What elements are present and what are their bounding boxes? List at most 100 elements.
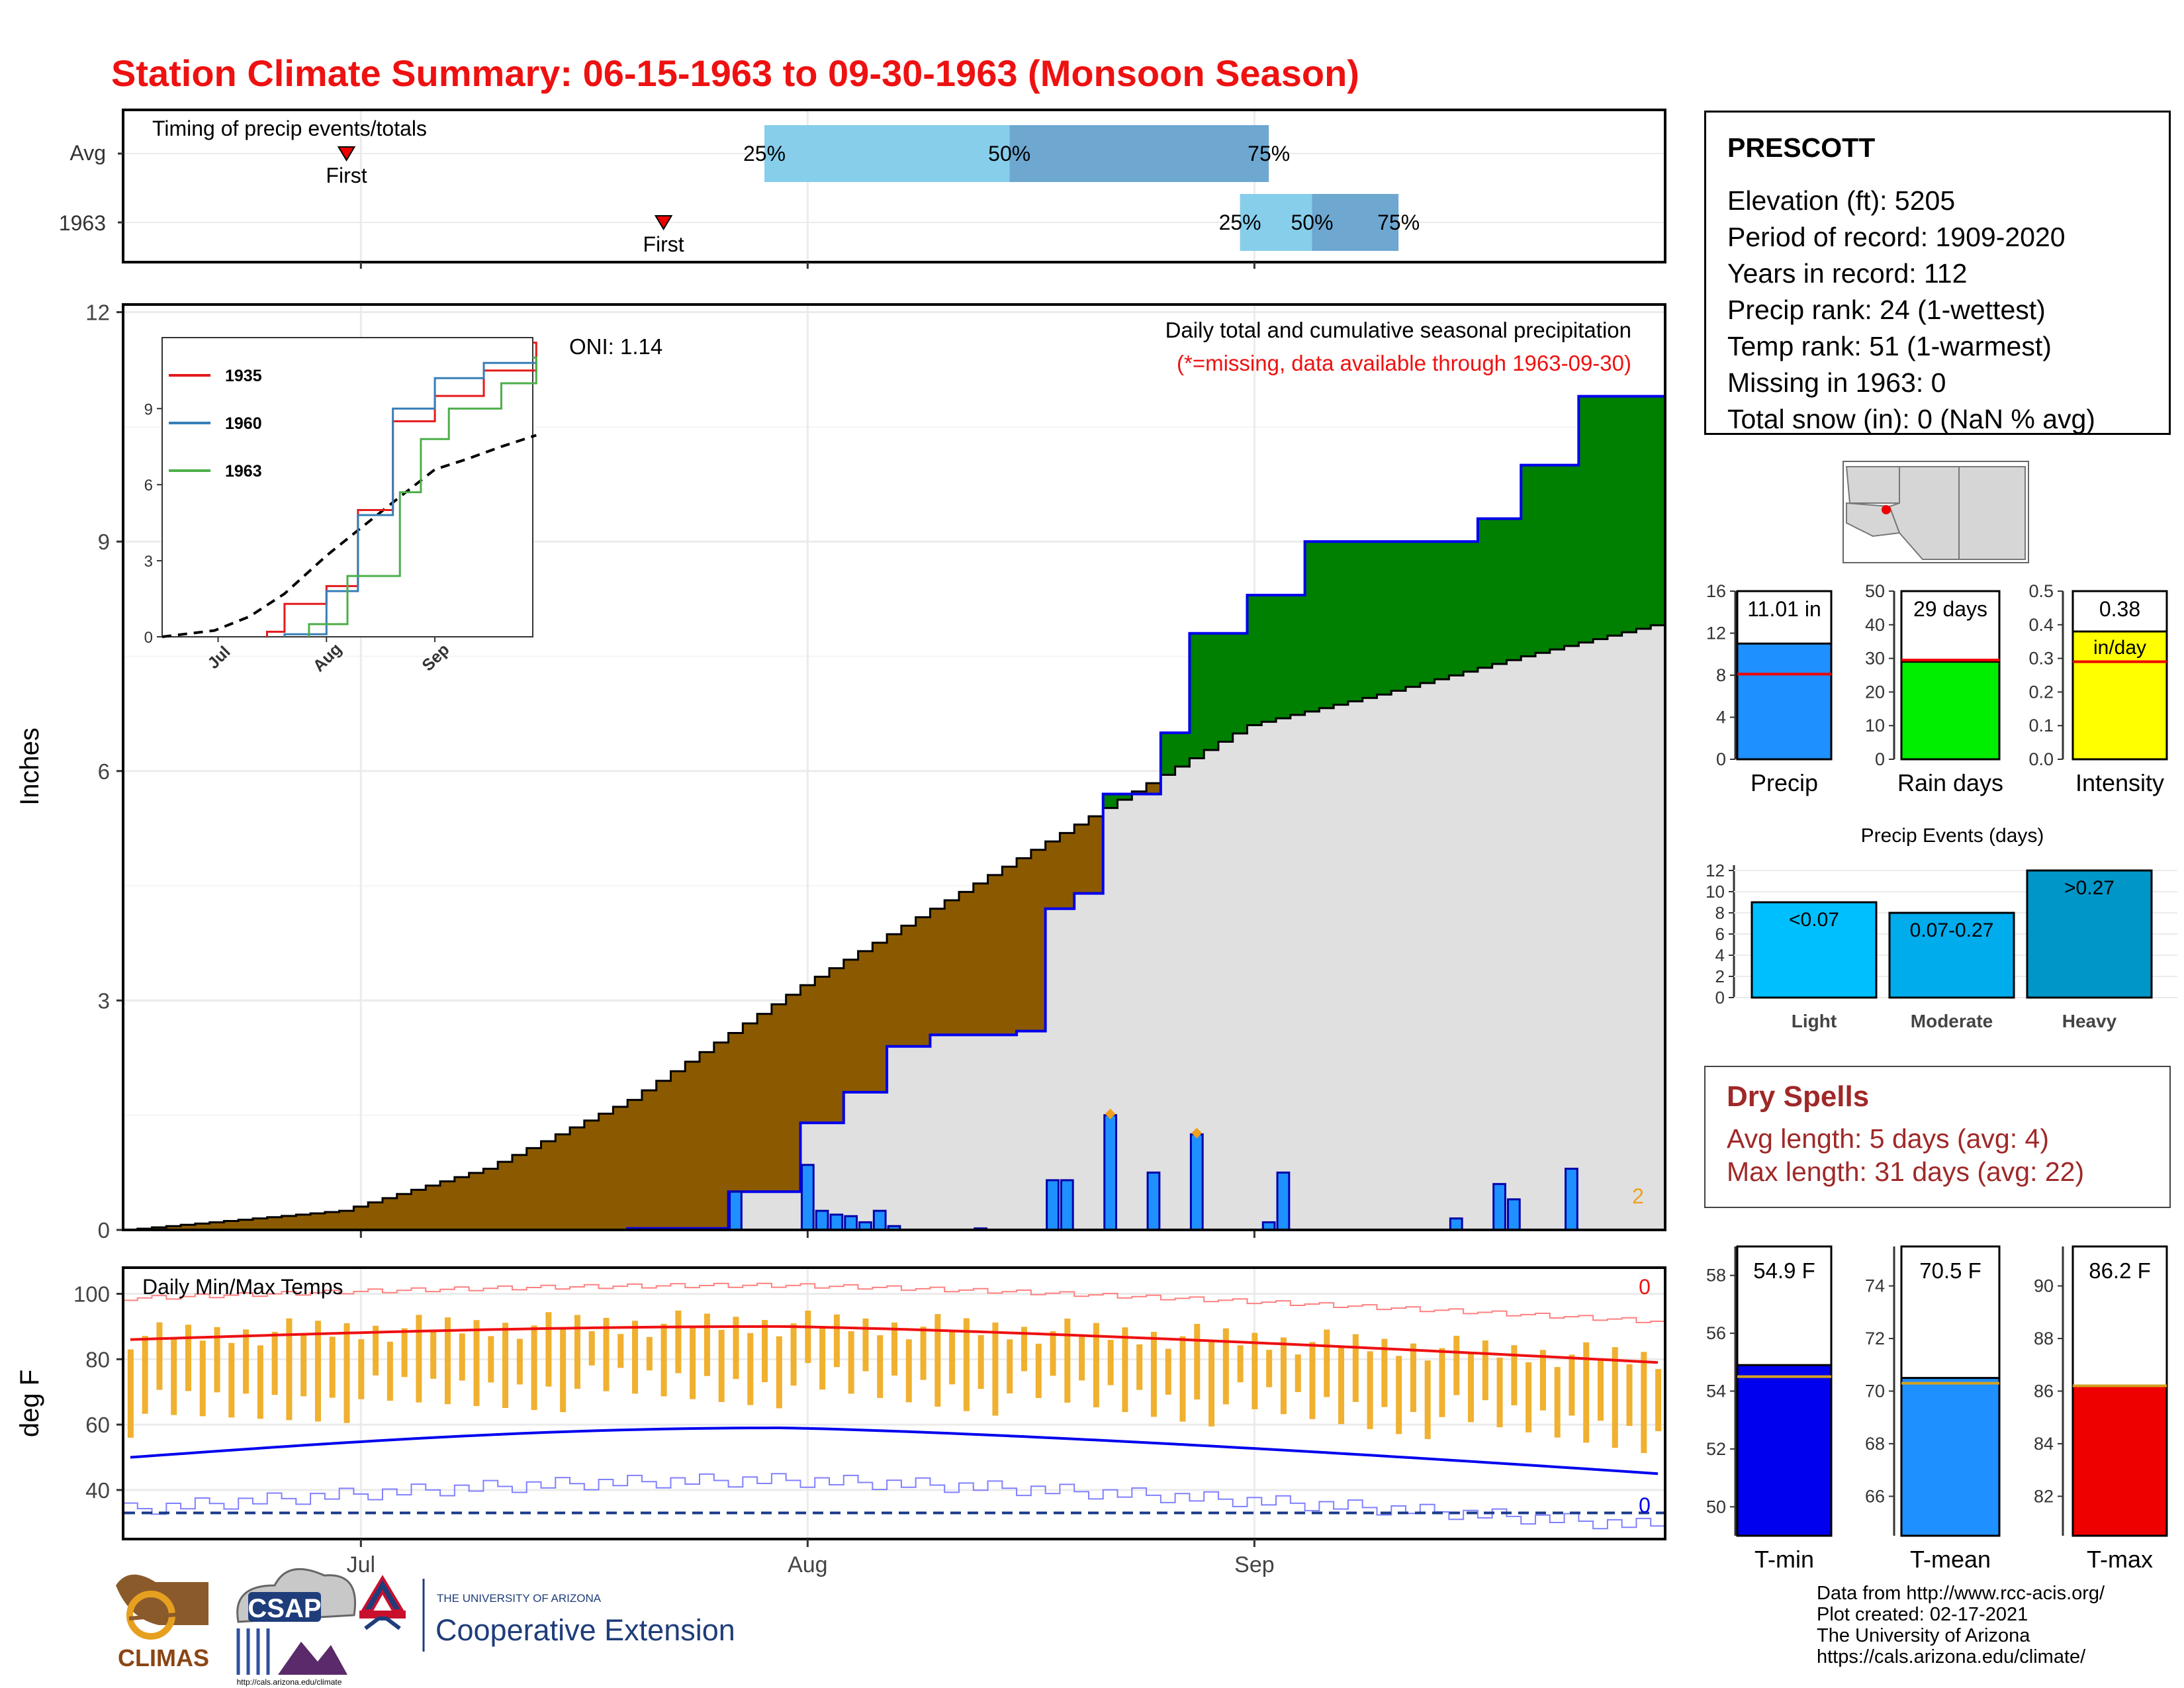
deficit-area [296, 1214, 311, 1230]
deficit-area [685, 1061, 700, 1229]
climas-text: CLIMAS [118, 1644, 209, 1671]
deficit-area [1060, 833, 1075, 909]
surplus-area [1160, 733, 1176, 775]
tmin-count: 0 [1639, 1493, 1651, 1517]
deficit-area [757, 1013, 772, 1192]
daily-temp-bar [1064, 1318, 1071, 1403]
deficit-area [1074, 824, 1089, 894]
events-bar-moderate [1888, 912, 2015, 999]
surplus-area [1406, 541, 1421, 687]
surplus-area [1463, 541, 1479, 672]
temp-ytick-label: 100 [73, 1282, 110, 1307]
timing-panel: 25%50%75%FirstLast25%50%75%FirstLast Tim… [59, 109, 1952, 269]
daily-temp-bar [516, 1338, 523, 1385]
credit-url: https://cals.arizona.edu/climate/ [1817, 1646, 2086, 1667]
daily-temp-bar [1107, 1340, 1114, 1385]
deficit-area [526, 1148, 542, 1230]
daily-temp-bar [978, 1335, 984, 1389]
surplus-area [1276, 595, 1291, 719]
events-bar-light [1751, 901, 1878, 999]
daily-temp-bar [171, 1338, 177, 1415]
daily-temp-bar [473, 1320, 480, 1407]
avg-tmax-line [130, 1325, 1659, 1364]
inset-ytick-label: 0 [144, 629, 153, 647]
daily-temp-bar [1093, 1323, 1099, 1408]
timing-p25-label: 25% [1219, 211, 1261, 234]
avg-tmin-line [130, 1427, 1659, 1476]
deficit-area [627, 1100, 643, 1229]
temp-summary-ytick-label: 70 [1865, 1382, 1885, 1401]
daily-precip-bar [1506, 1198, 1521, 1231]
temp-summary-label: T-max [2087, 1546, 2153, 1573]
daily-temp-bar [459, 1333, 465, 1381]
deficit-area [872, 943, 887, 1093]
temp-summary-ytick-label: 50 [1706, 1497, 1726, 1517]
daily-temp-bar [819, 1327, 826, 1390]
daily-temp-bar [314, 1321, 321, 1422]
summary-bar-intensity [2071, 630, 2168, 761]
daily-temp-bar [675, 1310, 682, 1374]
deficit-area [238, 1219, 253, 1230]
daily-temp-bar [1194, 1323, 1201, 1400]
events-ytick-label: 10 [1706, 882, 1725, 902]
daily-temp-bar [185, 1325, 191, 1391]
temp-summary-value: 54.9 F [1753, 1258, 1815, 1283]
daily-temp-bar [1496, 1357, 1503, 1428]
timing-first-label: First [643, 232, 684, 256]
surplus-area [1103, 794, 1118, 808]
temp-summary-ytick-label: 66 [1865, 1486, 1885, 1506]
csap-url: http://cals.arizona.edu/climate [237, 1677, 342, 1687]
inset-series-1963 [308, 356, 537, 637]
deficit-area [728, 1033, 743, 1192]
timing-title: Timing of precip events/totals [152, 117, 427, 140]
station-temp-rank: Temp rank: 51 (1-warmest) [1727, 331, 2052, 361]
daily-temp-bar [877, 1335, 884, 1398]
daily-temp-bar [358, 1339, 365, 1399]
temp-summary-ytick-label: 82 [2034, 1486, 2054, 1506]
daily-temp-bar [1453, 1335, 1460, 1395]
intensity-marker [1191, 1127, 1203, 1139]
surplus-area [1593, 396, 1608, 639]
deficit-area [944, 900, 960, 1035]
deficit-area [396, 1194, 412, 1230]
daily-temp-bar [588, 1331, 595, 1366]
summary-ytick-label: 4 [1716, 708, 1726, 727]
events-title: Precip Events (days) [1861, 825, 2044, 847]
events-ytick-label: 8 [1715, 903, 1725, 923]
daily-temp-bar [1641, 1352, 1647, 1454]
daily-temp-bar [1410, 1343, 1416, 1413]
deficit-area [368, 1202, 383, 1230]
deficit-area [987, 874, 1003, 1035]
daily-precip-bar [1146, 1171, 1161, 1231]
deficit-area [267, 1217, 283, 1230]
daily-temp-bar [1150, 1331, 1157, 1417]
daily-temp-bar [920, 1327, 927, 1380]
deficit-area [1017, 858, 1032, 1031]
summary-ytick-label: 0.1 [2028, 716, 2054, 735]
daily-temp-bar [228, 1342, 235, 1418]
temp-summary-value: 70.5 F [1919, 1258, 1981, 1283]
dry-spells-title: Dry Spells [1727, 1080, 1870, 1113]
summary-ytick-label: 8 [1716, 665, 1726, 685]
summary-ytick-label: 0.0 [2028, 749, 2054, 769]
summary-ytick-label: 0.3 [2028, 649, 2054, 669]
summary-bar-precip [1736, 642, 1833, 761]
daily-temp-bar [574, 1315, 580, 1389]
daily-temp-bar [214, 1327, 220, 1393]
summary-ytick-label: 50 [1865, 581, 1885, 601]
surplus-area [1521, 465, 1536, 657]
summary-ytick-label: 0.4 [2028, 615, 2054, 635]
temp-summary-ytick-label: 72 [1865, 1329, 1885, 1348]
daily-precip-bar [1189, 1133, 1204, 1231]
location-map [1843, 461, 2029, 563]
events-ytick-label: 12 [1706, 861, 1725, 880]
deficit-area [469, 1172, 484, 1230]
daily-temp-bar [444, 1317, 451, 1405]
summary-bar-label: Intensity [2075, 769, 2164, 796]
deficit-area [786, 994, 801, 1192]
deficit-area [209, 1222, 225, 1230]
events-bar-text: >0.27 [2064, 877, 2115, 899]
deficit-area [743, 1023, 758, 1192]
precip-legend-subtitle: (*=missing, data available through 1963-… [1177, 351, 1631, 375]
surplus-area [1204, 633, 1219, 751]
